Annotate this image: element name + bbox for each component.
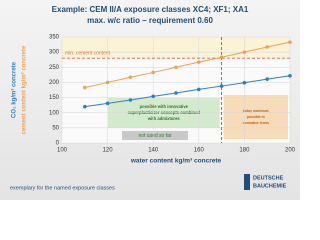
data-point — [174, 65, 178, 70]
annotation: today maximum possible in normative terms — [243, 109, 269, 125]
footer: exemplary for the named exposure classes — [10, 185, 115, 191]
logo-text: BAUCHEMIE — [253, 183, 287, 189]
legend-label: CO₂ kg/m³ concrete — [11, 61, 18, 118]
y-tick-label: 100 — [49, 110, 60, 116]
data-point — [242, 80, 247, 85]
x-tick-label: 140 — [148, 148, 159, 154]
chart: Example: CEM II/A exposure classes XC4; … — [0, 0, 300, 200]
data-point — [105, 101, 110, 106]
chart-subtitle: max. w/c ratio – requirement 0.60 — [87, 16, 213, 25]
unused-box — [122, 131, 188, 140]
innovation-zone — [108, 98, 220, 128]
data-point — [197, 87, 201, 92]
x-tick-label: 200 — [285, 148, 296, 154]
normative-zone — [223, 95, 288, 139]
data-point — [128, 75, 133, 80]
data-point — [242, 50, 247, 54]
y-tick-label: 250 — [49, 65, 60, 71]
data-point — [265, 45, 270, 49]
data-point — [288, 73, 292, 78]
data-point — [174, 91, 178, 95]
data-point — [265, 77, 270, 81]
data-point — [151, 70, 155, 75]
y-tick-label: 150 — [49, 95, 60, 101]
data-point — [83, 104, 87, 109]
data-point — [151, 94, 155, 99]
y-tick-label: 300 — [49, 50, 60, 56]
data-point — [105, 80, 110, 85]
data-point — [83, 85, 87, 90]
logo-mark — [244, 174, 250, 190]
y-tick-label: 50 — [52, 125, 59, 131]
annotation: not used so far — [138, 133, 171, 139]
upper-zone — [62, 37, 290, 59]
series-line — [84, 75, 291, 108]
series-line — [84, 41, 291, 89]
x-tick-label: 120 — [103, 148, 114, 154]
data-point — [219, 55, 224, 60]
chart-title: Example: CEM II/A exposure classes XC4; … — [52, 5, 249, 14]
x-axis-label: water content kg/m³ concrete — [130, 158, 222, 165]
x-tick-label: 100 — [57, 148, 68, 154]
data-point — [197, 60, 201, 64]
logo-text: DEUTSCHE — [253, 175, 284, 181]
data-point — [219, 84, 224, 88]
legend-label: cement content kg/m³ concrete — [21, 45, 28, 134]
y-tick-label: 350 — [49, 35, 60, 41]
data-point — [128, 98, 133, 102]
y-tick-label: 200 — [49, 80, 60, 86]
y-tick-label: 0 — [56, 141, 60, 147]
reference-label: min. cement content — [65, 51, 111, 57]
x-tick-label: 180 — [239, 148, 250, 154]
x-tick-label: 160 — [194, 148, 205, 154]
data-point — [288, 40, 292, 44]
